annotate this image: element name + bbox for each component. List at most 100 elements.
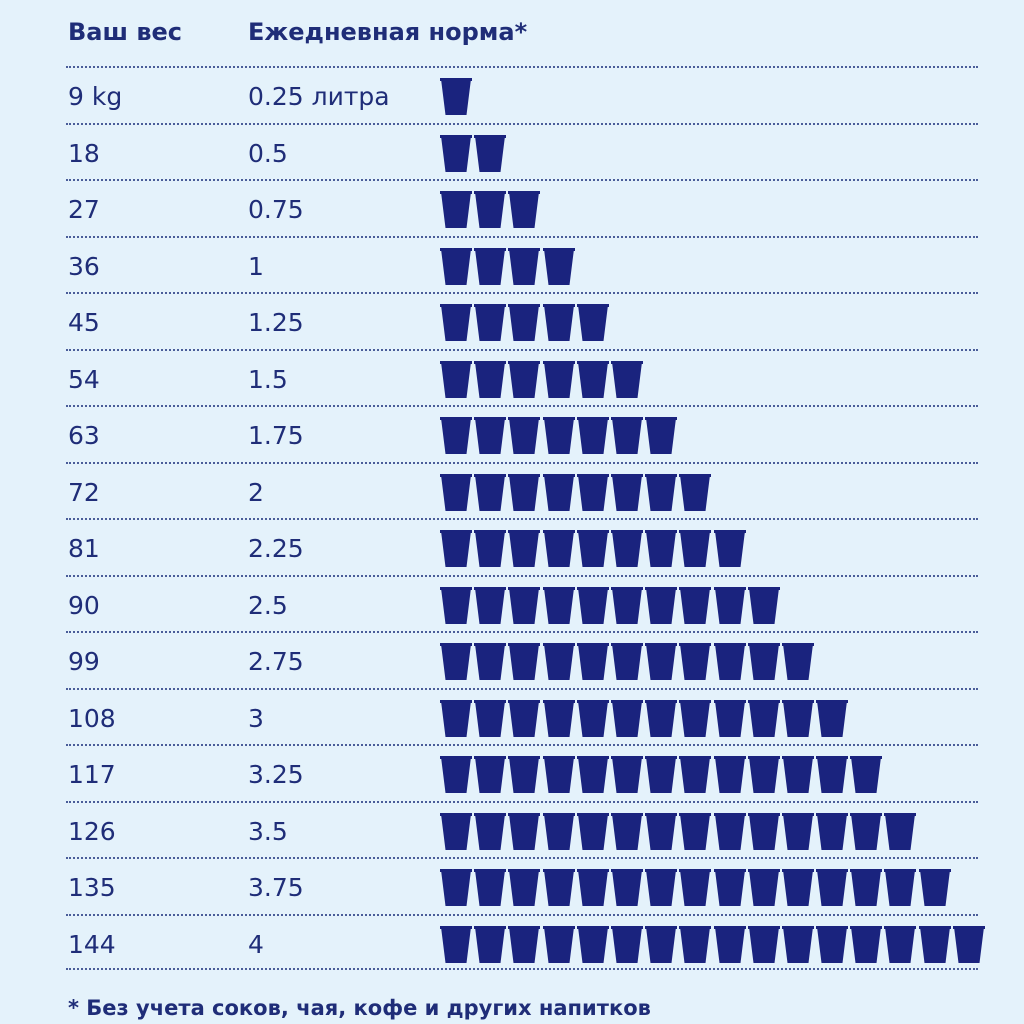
cup-icon: [781, 699, 814, 737]
norm-value: 1.75: [248, 421, 304, 450]
cup-icon: [576, 586, 609, 624]
cup-icon: [713, 586, 746, 624]
table-row: 108 3: [66, 687, 978, 745]
cup-icon: [918, 869, 951, 906]
norm-value: 4: [248, 929, 264, 959]
cup-icon: [610, 530, 643, 567]
cup-icon: [679, 586, 712, 624]
cup-icon: [816, 699, 849, 737]
cup-icon: [713, 925, 746, 963]
cup-icon: [576, 643, 609, 680]
cup-icon: [713, 812, 746, 850]
cup-icon: [508, 699, 541, 737]
cup-icon: [474, 925, 507, 963]
cup-icon: [747, 699, 780, 737]
cup-icon: [645, 643, 678, 680]
cup-icon: [713, 699, 746, 737]
cup-icon: [542, 586, 575, 624]
cup-icon: [713, 756, 746, 793]
cup-icon: [747, 812, 780, 850]
cup-icon: [850, 756, 883, 793]
cup-icons: [440, 869, 951, 907]
cup-icon: [542, 756, 575, 793]
norm-value: 2.25: [248, 534, 304, 563]
cup-icon: [747, 756, 780, 793]
cup-icon: [952, 925, 985, 963]
cup-icon: [884, 925, 917, 963]
cup-icon: [610, 360, 643, 398]
cup-icon: [645, 699, 678, 737]
cup-icon: [440, 360, 472, 398]
cup-icon: [542, 869, 575, 906]
cup-icon: [645, 586, 678, 624]
cup-icon: [610, 586, 643, 624]
cup-icon: [576, 530, 609, 567]
cup-icon: [508, 417, 541, 454]
cup-icon: [610, 643, 643, 680]
norm-value: 2.5: [248, 590, 288, 620]
weight-value: 72: [68, 477, 100, 507]
table-row: 63 1.75: [66, 405, 978, 462]
cup-icon: [576, 756, 609, 793]
cup-icon: [440, 134, 472, 172]
cup-icon: [474, 756, 507, 793]
cup-icons: [440, 812, 917, 851]
cup-icon: [508, 643, 541, 680]
table-row: 117 3.25: [66, 744, 978, 801]
weight-value: 27: [68, 195, 100, 224]
cup-icon: [576, 869, 609, 906]
cup-icon: [645, 756, 678, 793]
cup-icon: [542, 812, 575, 850]
cup-icon: [747, 586, 780, 624]
cup-icon: [542, 247, 575, 285]
cup-icon: [781, 812, 814, 850]
cup-icons: [440, 360, 643, 399]
cup-icon: [816, 812, 849, 850]
cup-icon: [576, 925, 609, 963]
cup-icon: [781, 643, 814, 680]
norm-value: 3: [248, 703, 264, 733]
cup-icons: [440, 78, 472, 116]
cup-icons: [440, 134, 507, 173]
norm-value: 3.75: [248, 873, 304, 902]
cup-icon: [884, 812, 917, 850]
norm-value: 3.25: [248, 760, 304, 789]
table-row: 27 0.75: [66, 179, 978, 236]
weight-value: 36: [68, 251, 100, 281]
cup-icon: [679, 530, 712, 567]
cup-icon: [474, 643, 507, 680]
cup-icons: [440, 247, 575, 286]
cup-icon: [679, 812, 712, 850]
cup-icon: [440, 699, 472, 737]
weight-value: 45: [68, 308, 100, 337]
cup-icon: [713, 643, 746, 680]
cup-icon: [816, 925, 849, 963]
cup-icon: [542, 643, 575, 680]
cup-icons: [440, 699, 849, 738]
cup-icon: [645, 530, 678, 567]
cup-icons: [440, 530, 746, 568]
cup-icon: [542, 699, 575, 737]
table-row: 18 0.5: [66, 122, 978, 180]
cup-icon: [440, 643, 472, 680]
table-row: 72 2: [66, 461, 978, 519]
cup-icon: [440, 191, 472, 228]
cup-icon: [610, 756, 643, 793]
cup-icon: [645, 925, 678, 963]
weight-value: 126: [68, 816, 116, 846]
cup-icon: [713, 869, 746, 906]
weight-value: 81: [68, 534, 100, 563]
cup-icon: [850, 925, 883, 963]
cup-icon: [474, 417, 507, 454]
norm-value: 3.5: [248, 816, 288, 846]
table-row: 99 2.75: [66, 631, 978, 688]
cup-icon: [440, 247, 472, 285]
norm-value: 0.75: [248, 195, 304, 224]
table-row: 90 2.5: [66, 574, 978, 632]
weight-column-header: Ваш вес: [68, 18, 183, 46]
cup-icon: [440, 812, 472, 850]
norm-value: 0.25 литра: [248, 82, 390, 111]
norm-value: 2.75: [248, 647, 304, 676]
cup-icon: [576, 304, 609, 341]
cup-icon: [474, 699, 507, 737]
